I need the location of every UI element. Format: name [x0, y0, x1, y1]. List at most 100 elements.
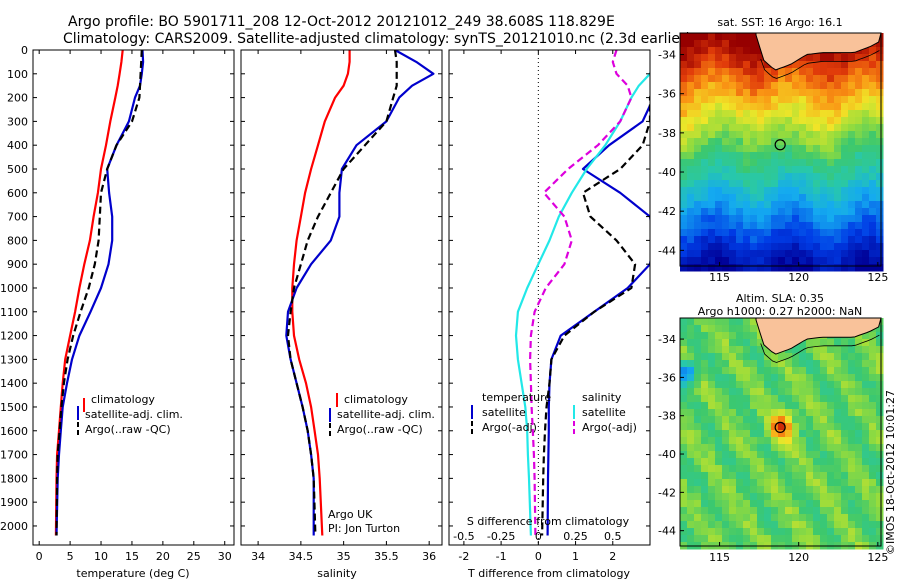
sst-field-cells	[680, 33, 884, 272]
sla-map-title-line2: Argo h1000: 0.27 h2000: NaN	[698, 305, 863, 318]
legend-argo-label: Argo(..raw -QC)	[337, 423, 423, 436]
y-tick-label: 700	[7, 211, 28, 224]
header-line2: Climatology: CARS2009. Satellite-adjuste…	[63, 31, 691, 47]
copyright-stamp: ©IMOS 18-Oct-2012 10:01:27	[884, 390, 897, 555]
map-y-tick-label: -42	[658, 486, 676, 499]
x-tick-label: 5	[67, 550, 74, 563]
series-line-satellite-adj-clim	[285, 50, 435, 536]
sla-map-title-line1: Altim. SLA: 0.35	[736, 292, 824, 305]
x-tick-label: 0	[36, 550, 43, 563]
x-tick-label: 25	[187, 550, 201, 563]
legend-s-satellite-label: satellite	[582, 406, 626, 419]
temperature-legend: climatology satellite-adj. clim. Argo(..…	[77, 393, 183, 436]
series-line-climatology	[54, 50, 124, 536]
map-y-tick-label: -34	[658, 333, 676, 346]
s-tick-label: 0.25	[563, 530, 588, 543]
map-x-tick-label: 120	[788, 551, 809, 564]
legend-s-argo-label: Argo(-adj)	[582, 421, 637, 434]
x-tick-label: 35	[337, 550, 351, 563]
x-tick-label: 35.5	[374, 550, 399, 563]
temperature-panel: 0100200300400500600700800900100011001200…	[0, 44, 235, 580]
map-y-tick-label: -36	[658, 88, 676, 101]
difference-panel: -2 -1 0 1 2 -0.5 -0.25 0 0.25 0.5 temperature sat…	[448, 49, 651, 580]
y-tick-label: 300	[7, 115, 28, 128]
y-tick-label: 0	[21, 44, 28, 57]
series-line-satellite-adj-clim	[55, 50, 145, 536]
legend-salinity-title: salinity	[582, 391, 622, 404]
sla-map-frame	[679, 317, 882, 547]
s-difference-axis-label: S difference from climatology	[467, 515, 630, 528]
y-tick-label: 1600	[0, 425, 28, 438]
series-line-argo-raw-qc	[286, 50, 398, 536]
x-tick-label: 34	[251, 550, 265, 563]
sla-field-cells	[680, 318, 884, 550]
map-y-tick-label: -40	[658, 166, 676, 179]
salinity-legend: climatology satellite-adj. clim. Argo(..…	[329, 393, 435, 437]
legend-satellite-label: satellite-adj. clim.	[337, 408, 435, 421]
y-tick-label: 1000	[0, 282, 28, 295]
y-tick-label: 200	[7, 92, 28, 105]
x-tick-label: 10	[94, 550, 108, 563]
map-x-tick-label: 115	[709, 551, 730, 564]
map-x-tick-label: 120	[788, 271, 809, 284]
s-tick-label: -0.5	[453, 530, 474, 543]
x-tick-label: -2	[458, 550, 469, 563]
legend-climatology-label: climatology	[91, 393, 155, 406]
series-line-temperature-argo-adj	[541, 93, 650, 536]
x-tick-label: 15	[125, 550, 139, 563]
land-mass	[755, 317, 882, 355]
y-tick-label: 100	[7, 68, 28, 81]
y-tick-label: 1300	[0, 353, 28, 366]
series-line-salinity-satellite	[514, 70, 650, 536]
pi-label: PI: Jon Turton	[328, 522, 400, 535]
salinity-axes-frame	[240, 49, 443, 546]
sst-map-title: sat. SST: 16 Argo: 16.1	[717, 16, 842, 29]
y-tick-label: 1700	[0, 449, 28, 462]
map-y-tick-label: -38	[658, 410, 676, 423]
map-x-tick-label: 125	[867, 551, 888, 564]
map-y-tick-label: -42	[658, 205, 676, 218]
argo-uk-label: Argo UK	[328, 508, 373, 521]
x-tick-label: 20	[156, 550, 170, 563]
land-mass	[755, 32, 882, 71]
legend-t-satellite-label: satellite	[482, 406, 526, 419]
salinity-panel: 34 34.5 35 35.5 36 climatology satellite-adj…	[240, 49, 443, 580]
map-y-tick-label: -40	[658, 448, 676, 461]
y-tick-label: 1800	[0, 472, 28, 485]
t-difference-xlabel: T difference from climatology	[467, 567, 630, 580]
y-tick-label: 1100	[0, 306, 28, 319]
map-y-tick-label: -44	[658, 525, 676, 538]
y-tick-label: 1900	[0, 496, 28, 509]
sst-map: -34 -36 -38 -40 -42 -44 115 120 125	[658, 32, 888, 284]
map-x-tick-label: 125	[867, 271, 888, 284]
series-line-climatology	[291, 50, 351, 536]
series-line-argo-raw-qc	[55, 50, 143, 536]
temperature-xlabel: temperature (deg C)	[76, 567, 189, 580]
x-tick-label: -1	[496, 550, 507, 563]
s-tick-label: 0.5	[604, 530, 622, 543]
float-position-marker	[774, 139, 786, 151]
x-tick-label: 30	[218, 550, 232, 563]
y-tick-label: 600	[7, 187, 28, 200]
s-tick-label: -0.25	[487, 530, 515, 543]
difference-axes-frame	[448, 49, 651, 546]
salinity-xlabel: salinity	[317, 567, 357, 580]
sst-map-frame	[679, 32, 882, 267]
x-tick-label: 1	[572, 550, 579, 563]
float-position-marker	[774, 421, 786, 433]
series-line-salinity-argo-adj	[528, 50, 633, 536]
map-y-tick-label: -34	[658, 49, 676, 62]
legend-t-argo-label: Argo(-adj)	[482, 421, 537, 434]
y-tick-label: 2000	[0, 520, 28, 533]
map-y-tick-label: -38	[658, 127, 676, 140]
x-tick-label: 36	[422, 550, 436, 563]
difference-legend: temperature satellite Argo(-adj) salinit…	[471, 391, 637, 435]
x-tick-label: 34.5	[289, 550, 314, 563]
y-tick-label: 400	[7, 139, 28, 152]
shelf-contour	[760, 334, 880, 363]
y-tick-label: 900	[7, 258, 28, 271]
temperature-axes-frame	[32, 49, 235, 546]
x-tick-label: 0	[535, 550, 542, 563]
